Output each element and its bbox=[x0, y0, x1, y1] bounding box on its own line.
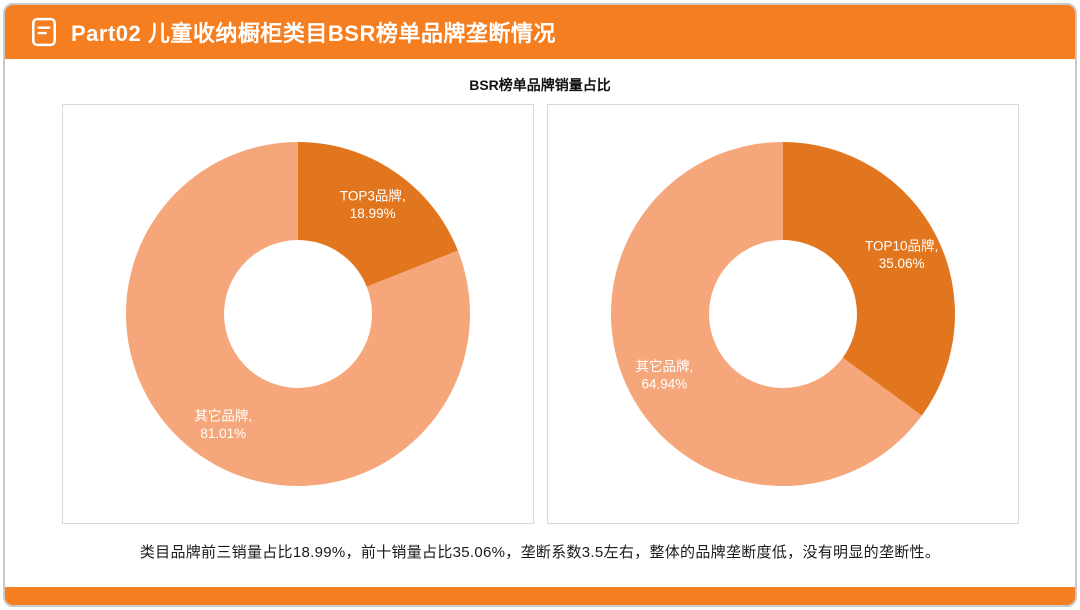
donut-top10-chart: TOP10品牌, 35.06% 其它品牌, 64.94% bbox=[610, 142, 955, 486]
slice-label-其它品牌: 其它品牌, 64.94% bbox=[635, 358, 693, 392]
summary-text: 类目品牌前三销量占比18.99%，前十销量占比35.06%，垄断系数3.5左右，… bbox=[139, 544, 941, 561]
page-title: Part02 儿童收纳橱柜类目BSR榜单品牌垄断情况 bbox=[71, 21, 556, 46]
slice-label-TOP10品牌: TOP10品牌, 35.06% bbox=[864, 237, 937, 271]
pie-slice-其它品牌 bbox=[125, 142, 470, 486]
slide-frame: Part02 儿童收纳橱柜类目BSR榜单品牌垄断情况 BSR榜单品牌销量占比 T… bbox=[3, 3, 1077, 607]
pie-slice-TOP3品牌 bbox=[297, 142, 458, 287]
slice-label-TOP3品牌: TOP3品牌, 18.99% bbox=[339, 188, 405, 222]
slice-label-其它品牌: 其它品牌, 81.01% bbox=[194, 408, 252, 442]
donut-top3-chart: TOP3品牌, 18.99% 其它品牌, 81.01% bbox=[125, 142, 470, 486]
chart-title: BSR榜单品牌销量占比 bbox=[469, 77, 611, 93]
pie-slice-TOP10品牌 bbox=[782, 142, 955, 416]
header-banner: Part02 儿童收纳橱柜类目BSR榜单品牌垄断情况 bbox=[5, 5, 1075, 59]
donut-chart-top3-panel: TOP3品牌, 18.99% 其它品牌, 81.01% bbox=[61, 104, 534, 524]
content-area: BSR榜单品牌销量占比 TOP3品牌, 18.99% 其它品牌, 81.01% TOP… bbox=[5, 59, 1075, 587]
document-icon bbox=[31, 17, 57, 47]
footer-bar bbox=[5, 587, 1075, 605]
charts-row: TOP3品牌, 18.99% 其它品牌, 81.01% TOP10品牌, 35.06% 其… bbox=[5, 104, 1075, 524]
donut-chart-top10-panel: TOP10品牌, 35.06% 其它品牌, 64.94% bbox=[546, 104, 1019, 524]
pie-slice-其它品牌 bbox=[610, 142, 922, 486]
